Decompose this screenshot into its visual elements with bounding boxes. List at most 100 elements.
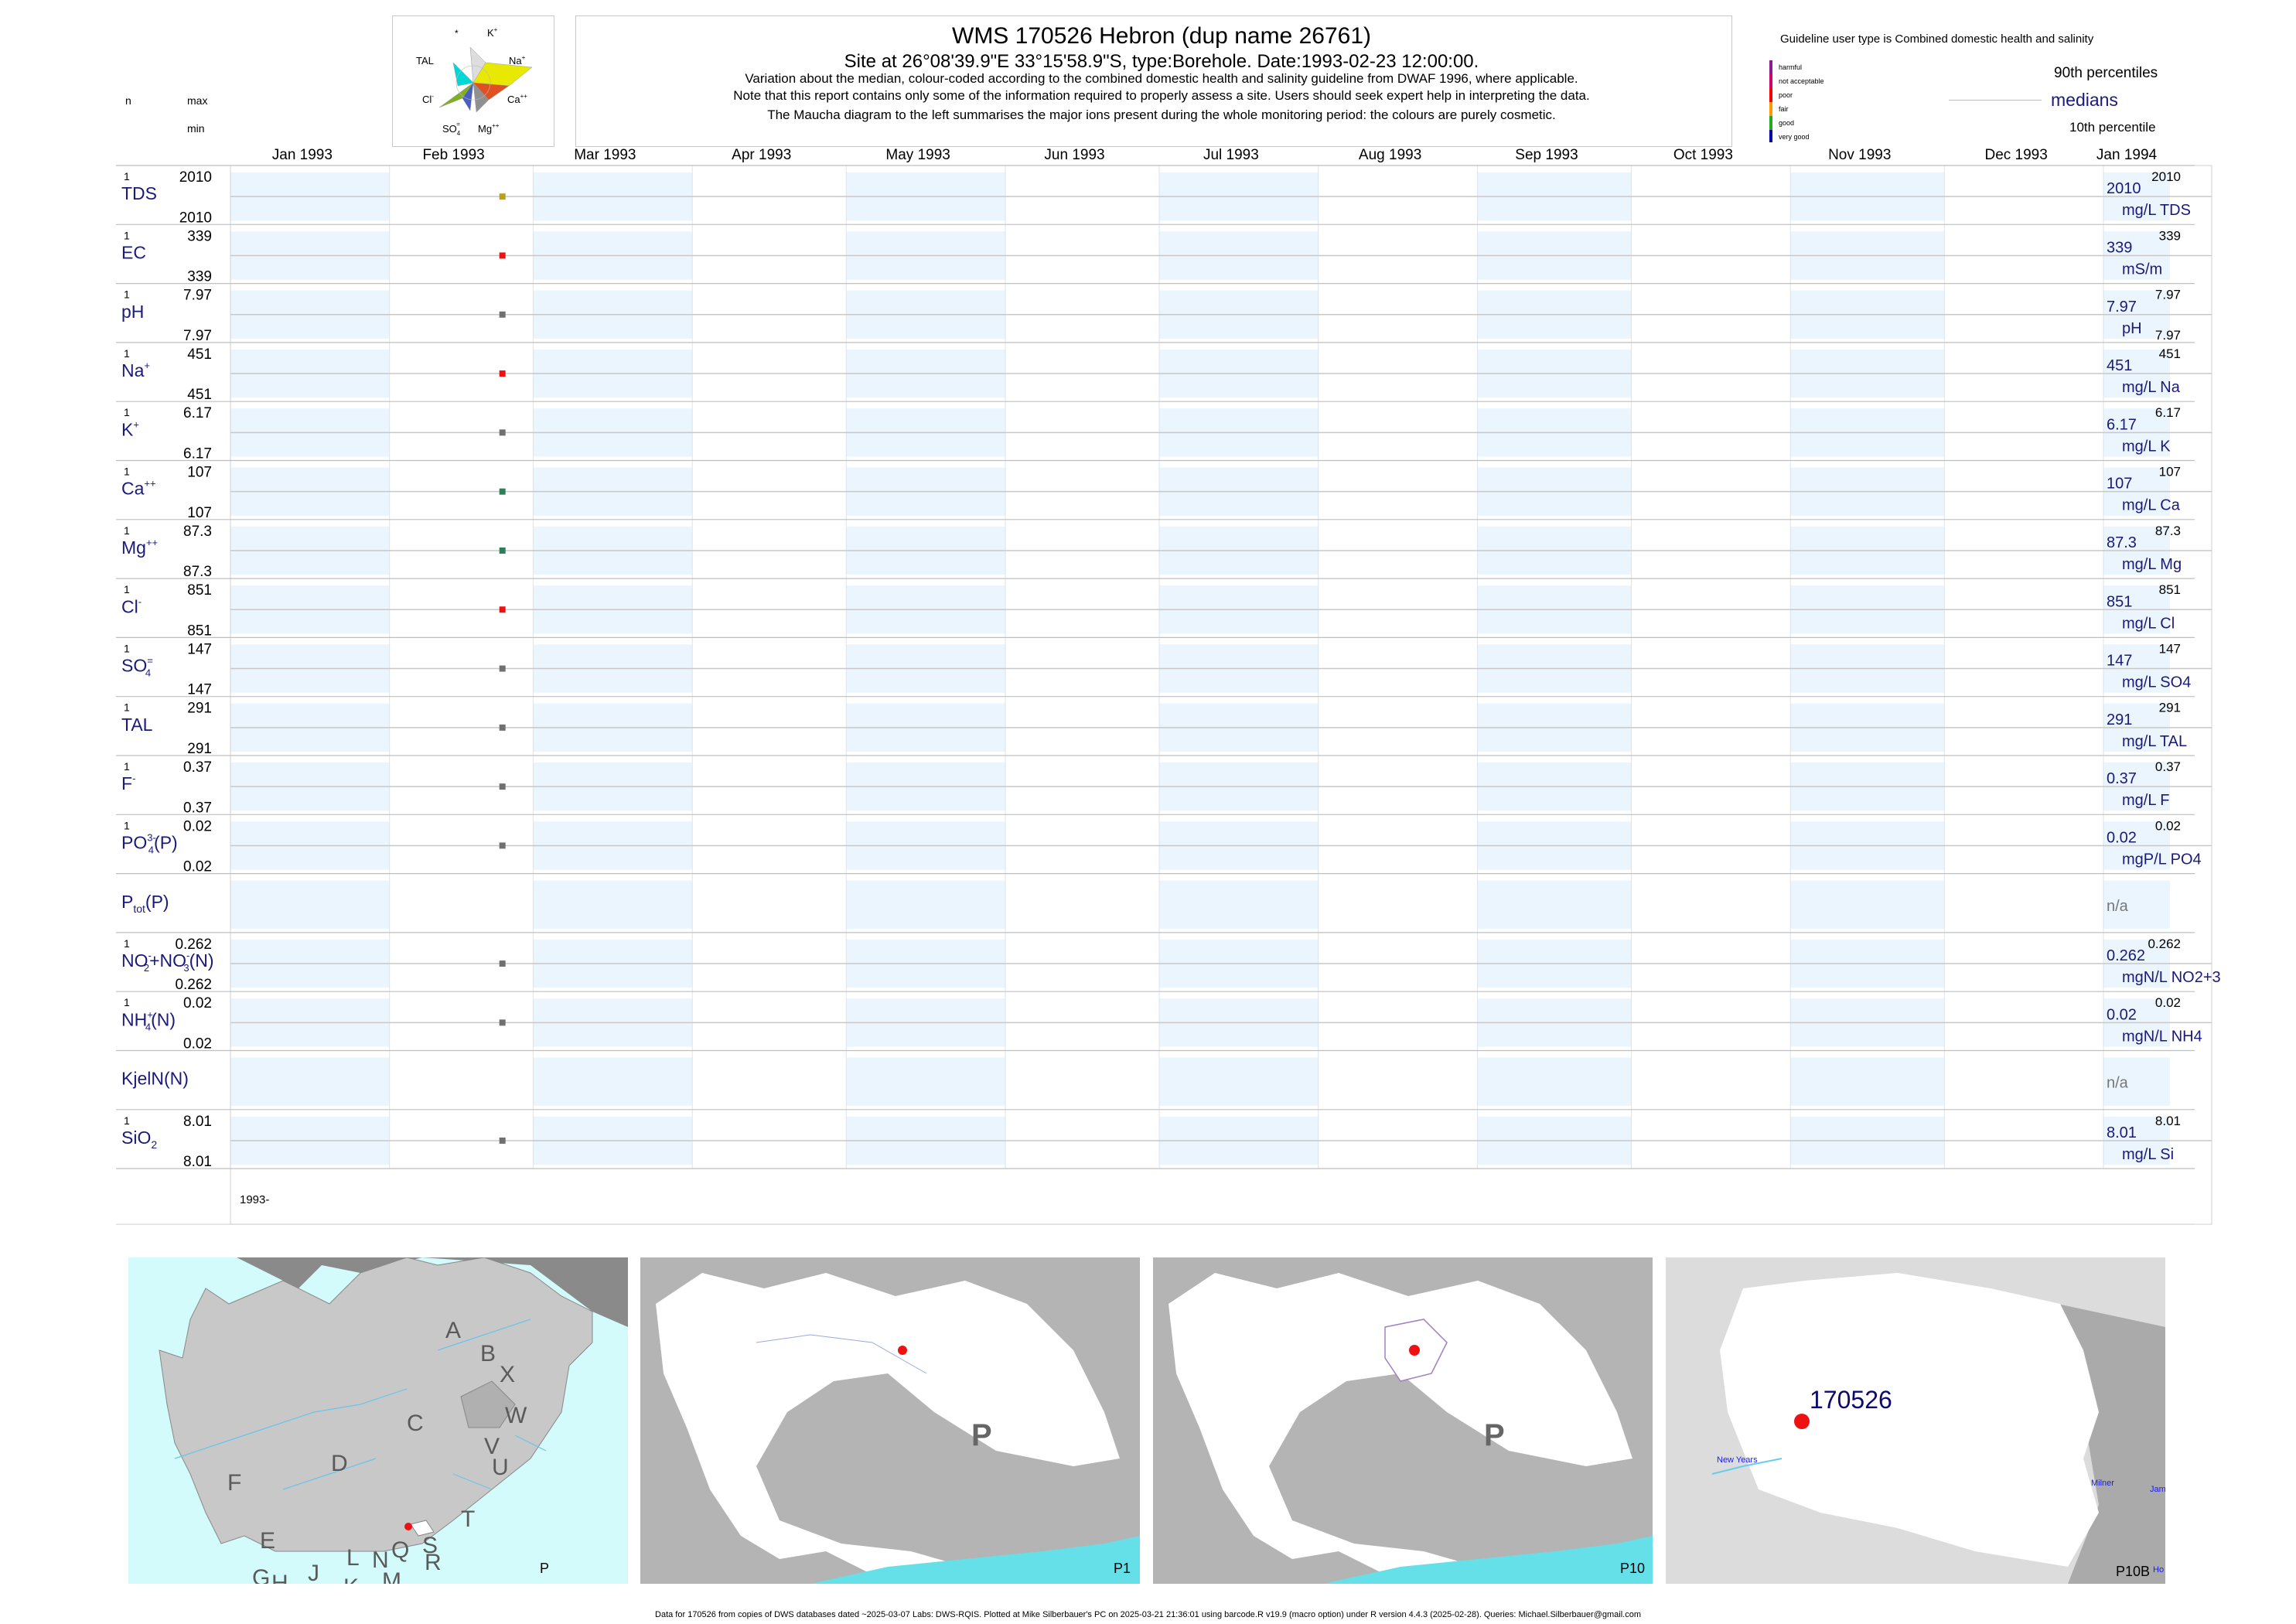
map2-region-letter: P (971, 1418, 992, 1452)
data-point (499, 252, 506, 259)
max-value: 339 (187, 228, 212, 244)
maucha-so4-label: SO4= (442, 121, 461, 137)
max-value: 0.37 (183, 759, 212, 776)
p90-value: 851 (2159, 582, 2181, 597)
month-shade (533, 880, 693, 929)
min-value: 851 (187, 623, 212, 639)
data-point (499, 1137, 506, 1144)
map4-corner-label: P10B (2116, 1564, 2151, 1579)
map-neighbours (128, 1257, 628, 1327)
month-shade (2103, 1057, 2170, 1106)
unit-label: mg/L K (2122, 438, 2171, 455)
sample-count: 1 (124, 760, 130, 773)
month-label-bottom: Apr 1993 (732, 1236, 791, 1237)
map4-place-milner: Milner (2091, 1479, 2114, 1488)
guideline-label-poor: poor (1779, 91, 1793, 99)
month-label-bottom: Jul 1993 (1203, 1236, 1259, 1237)
month-shade (1790, 1057, 1945, 1106)
unit-label: mg/L Si (2122, 1146, 2174, 1163)
median-value: 7.97 (2107, 299, 2137, 316)
min-value: 451 (187, 387, 212, 403)
month-label-bottom: Jan 1993 (272, 1236, 333, 1237)
max-value: 2010 (179, 169, 212, 186)
map-region-letter: W (505, 1403, 527, 1428)
p90-value: 7.97 (2155, 288, 2181, 302)
month-shade (1159, 880, 1319, 929)
sample-count: 1 (124, 819, 130, 831)
map4-river (1711, 1458, 1783, 1475)
sample-count: 1 (124, 347, 130, 360)
p90-value: 87.3 (2155, 524, 2181, 538)
min-value: 0.02 (183, 859, 212, 875)
legend-medians: medians (2051, 90, 2118, 110)
min-value: 6.17 (183, 446, 212, 462)
unit-label: mg/L F (2122, 792, 2170, 809)
month-label-top: Jul 1993 (1203, 147, 1259, 163)
parameter-label: NH+ 4(N) (121, 1008, 176, 1032)
parameter-label: Mg++ (121, 537, 158, 558)
month-label-top: Jan 1993 (272, 147, 333, 163)
median-value: 6.17 (2107, 416, 2137, 433)
map-region-letter: L (346, 1545, 360, 1571)
max-header: max (187, 94, 208, 107)
map-region-letter: A (445, 1318, 462, 1343)
sample-count: 1 (124, 406, 130, 418)
unit-label: mg/L TDS (2122, 202, 2191, 219)
month-label-top: Aug 1993 (1359, 147, 1421, 163)
maucha-k-label: K+ (487, 26, 498, 39)
max-value: 0.02 (183, 818, 212, 834)
month-label-bottom: May 1993 (885, 1236, 950, 1237)
data-point (499, 842, 506, 849)
month-label-bottom: Dec 1993 (1984, 1236, 2047, 1237)
map4-place-new-years: New Years (1717, 1455, 1758, 1465)
p90-value: 291 (2159, 701, 2181, 715)
month-label-bottom: Mar 1993 (574, 1236, 636, 1237)
map-region-letter: T (461, 1506, 476, 1532)
parameter-label: TAL (121, 715, 153, 735)
sample-count: 1 (124, 701, 130, 714)
max-value: 291 (187, 701, 212, 717)
month-shade (1477, 1057, 1632, 1106)
map-region-letter: Q (391, 1537, 410, 1563)
max-value: 8.01 (183, 1114, 212, 1130)
max-value: 147 (187, 641, 212, 657)
data-point (499, 311, 506, 318)
p90-value: 147 (2159, 641, 2181, 656)
min-value: 107 (187, 505, 212, 521)
unit-label: mg/L Ca (2122, 497, 2181, 514)
guideline-title: Guideline user type is Combined domestic… (1780, 32, 2094, 46)
max-value: 107 (187, 465, 212, 481)
maucha-tal-label: TAL (416, 55, 434, 67)
map-region-letter: R (425, 1550, 442, 1575)
page-title: WMS 170526 Hebron (dup name 26761) (952, 23, 1371, 49)
unit-label: mgN/L NO2+3 (2122, 969, 2221, 986)
month-shade (230, 880, 390, 929)
map2-catchment (656, 1273, 1120, 1575)
month-label-bottom: Jun 1993 (1044, 1236, 1104, 1237)
p90-value: 0.02 (2155, 818, 2181, 833)
sample-count: 1 (124, 1114, 130, 1127)
parameter-label: KjelN(N) (121, 1069, 189, 1089)
map2-coast (810, 1536, 1140, 1584)
guideline-label-fair: fair (1779, 105, 1789, 113)
unit-label: mg/L Mg (2122, 556, 2182, 573)
month-label-top: Mar 1993 (574, 147, 636, 163)
month-label-top: Dec 1993 (1984, 147, 2047, 163)
unit-label: mgP/L PO4 (2122, 851, 2202, 868)
map-region-p (410, 1520, 435, 1537)
median-value: n/a (2107, 1075, 2129, 1092)
median-value: 0.02 (2107, 1006, 2137, 1023)
parameter-label: SiO2 (121, 1128, 157, 1151)
p10-value: 7.97 (2155, 328, 2181, 343)
sample-count: 1 (124, 583, 130, 595)
month-label-top: May 1993 (885, 147, 950, 163)
page-subtitle: Site at 26°08'39.9"E 33°15'58.9"S, type:… (844, 51, 1479, 72)
median-value: n/a (2107, 898, 2129, 915)
parameter-label: Ca++ (121, 478, 156, 499)
guideline-bar-harmful (1769, 60, 1772, 74)
maucha-outline (455, 65, 491, 101)
median-value: 8.01 (2107, 1124, 2137, 1141)
maucha-box: * K+ TAL Na+ Cl- Ca++ SO4= Mg++ (392, 15, 554, 147)
min-value: 0.262 (175, 977, 212, 993)
